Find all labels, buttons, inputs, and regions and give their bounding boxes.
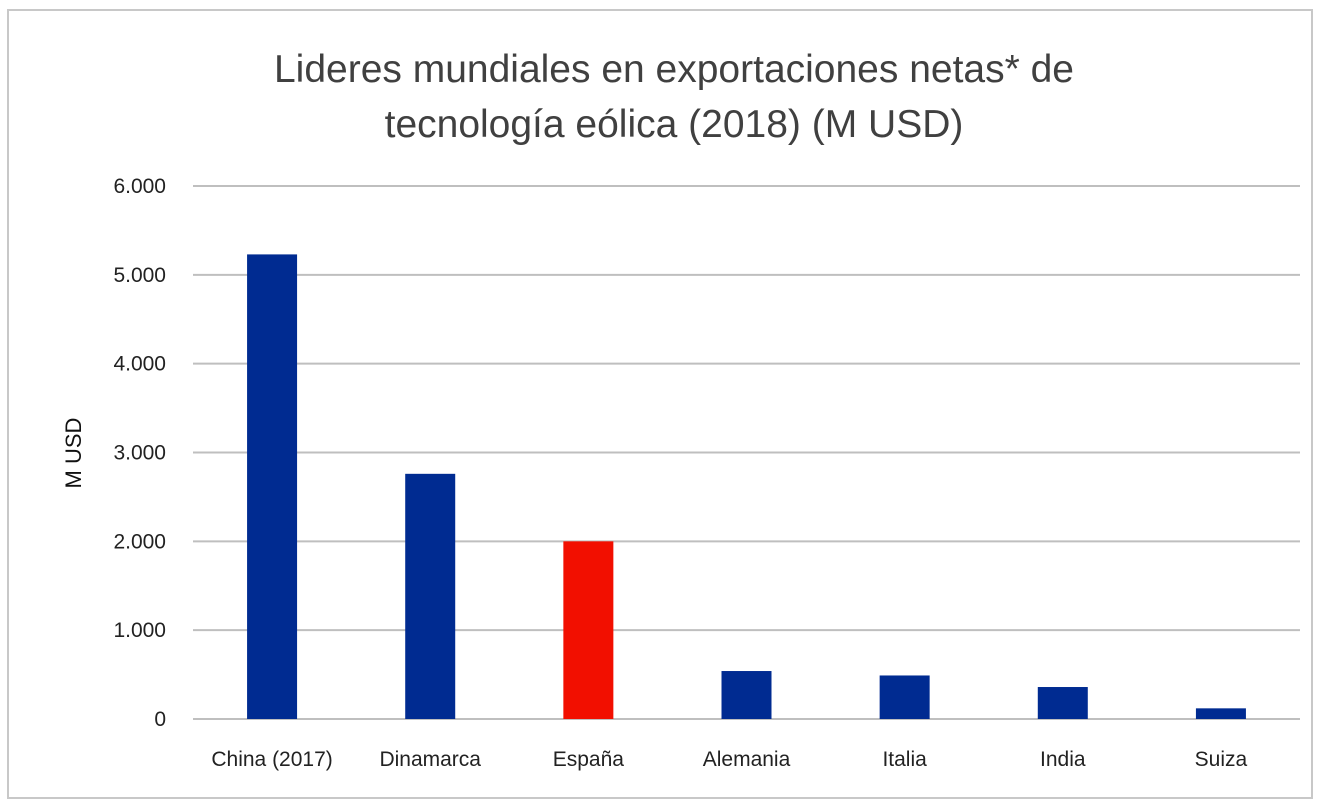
x-tick-label: Dinamarca <box>379 748 481 771</box>
bar <box>247 254 298 719</box>
gridlines <box>193 185 1300 720</box>
y-axis-tick-labels: 0 1.000 2.000 3.000 4.000 5.000 6.000 <box>113 175 166 731</box>
y-tick-label: 5.000 <box>113 264 166 287</box>
bar <box>879 675 930 719</box>
chart-frame <box>7 9 1313 799</box>
x-tick-label: India <box>1040 748 1086 771</box>
x-tick-label: Italia <box>882 748 927 771</box>
x-tick-label: Suiza <box>1195 748 1248 771</box>
bar <box>1037 687 1088 719</box>
bar <box>721 671 772 719</box>
x-tick-label: España <box>553 748 625 771</box>
y-axis-title: M USD <box>61 418 86 489</box>
y-tick-label: 6.000 <box>113 175 166 198</box>
bar <box>405 473 456 719</box>
bar <box>1195 708 1246 719</box>
y-tick-label: 0 <box>154 708 166 731</box>
chart-title-line-2: tecnología eólica (2018) (M USD) <box>385 103 964 146</box>
bar <box>563 541 614 719</box>
x-tick-label: Alemania <box>703 748 791 771</box>
y-tick-label: 2.000 <box>113 530 166 553</box>
chart-title-line-1: Lideres mundiales en exportaciones netas… <box>274 48 1074 91</box>
y-tick-label: 3.000 <box>113 442 166 465</box>
y-tick-label: 1.000 <box>113 619 166 642</box>
bars <box>247 254 1246 719</box>
x-tick-label: China (2017) <box>211 748 332 771</box>
x-axis-tick-labels: China (2017) Dinamarca España Alemania Itali… <box>211 748 1247 771</box>
y-tick-label: 4.000 <box>113 353 166 376</box>
